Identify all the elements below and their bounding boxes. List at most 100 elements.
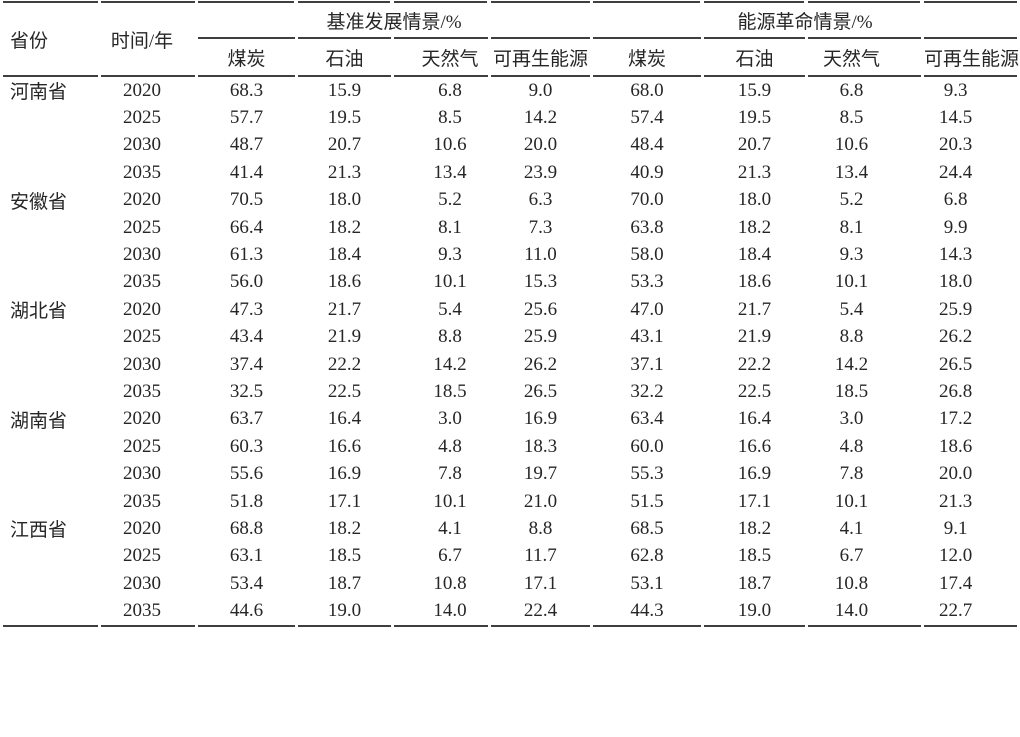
- header-baseline-oil: 石油: [298, 37, 391, 77]
- province-cell: [3, 159, 98, 186]
- table-row: 2035 56.0 18.6 10.1 15.3 53.3 18.6 10.1 18.0: [3, 269, 1017, 296]
- value-cell: 8.5: [839, 107, 864, 129]
- year-cell: 2035: [123, 161, 161, 183]
- value-cell: 25.6: [523, 298, 558, 320]
- value-cell: 21.9: [737, 326, 772, 348]
- value-cell: 63.4: [630, 408, 664, 430]
- province-cell: [3, 378, 98, 405]
- value-cell: 20.0: [523, 134, 558, 156]
- value-cell: 23.9: [523, 161, 558, 183]
- value-cell: 18.5: [433, 380, 467, 402]
- rule-gap: [920, 0, 924, 5]
- value-cell: 63.8: [630, 216, 664, 238]
- province-cell: 湖南省: [10, 410, 68, 432]
- value-cell: 18.2: [737, 517, 772, 539]
- table-row: 2030 53.4 18.7 10.8 17.1 53.1 18.7 10.8 17.4: [3, 570, 1017, 597]
- value-cell: 6.3: [528, 189, 553, 211]
- value-cell: 10.6: [433, 134, 467, 156]
- value-cell: 26.5: [523, 380, 558, 402]
- value-cell: 14.2: [433, 353, 467, 375]
- value-cell: 18.0: [737, 189, 772, 211]
- value-cell: 13.4: [433, 161, 467, 183]
- value-cell: 5.4: [839, 298, 864, 320]
- value-cell: 68.3: [229, 79, 264, 101]
- value-cell: 8.8: [528, 517, 553, 539]
- value-cell: 16.4: [327, 408, 362, 430]
- table-row: 江西省 2020 68.8 18.2 4.1 8.8 68.5 18.2 4.1 9.1: [3, 515, 1017, 542]
- table-row: 2035 51.8 17.1 10.1 21.0 51.5 17.1 10.1 21.3: [3, 488, 1017, 515]
- year-cell: 2025: [123, 435, 161, 457]
- year-cell: 2035: [123, 490, 161, 512]
- year-cell: 2030: [123, 353, 161, 375]
- value-cell: 20.0: [938, 463, 973, 485]
- value-cell: 68.0: [630, 79, 664, 101]
- value-cell: 5.2: [839, 189, 864, 211]
- value-cell: 19.5: [737, 107, 772, 129]
- year-cell: 2035: [123, 380, 161, 402]
- value-cell: 9.3: [438, 244, 462, 266]
- value-cell: 8.8: [839, 326, 864, 348]
- value-cell: 47.0: [630, 298, 664, 320]
- value-cell: 17.1: [327, 490, 362, 512]
- value-cell: 16.9: [523, 408, 558, 430]
- value-cell: 70.0: [630, 189, 664, 211]
- value-cell: 16.6: [737, 435, 772, 457]
- value-cell: 63.7: [229, 408, 264, 430]
- table-row: 安徽省 2020 70.5 18.0 5.2 6.3 70.0 18.0 5.2 6.8: [3, 187, 1017, 214]
- value-cell: 25.9: [938, 298, 973, 320]
- value-cell: 4.1: [438, 517, 462, 539]
- value-cell: 14.0: [394, 597, 488, 627]
- table-row: 2025 43.4 21.9 8.8 25.9 43.1 21.9 8.8 26.2: [3, 324, 1017, 351]
- value-cell: 9.1: [943, 517, 968, 539]
- year-cell: 2020: [123, 408, 161, 430]
- value-cell: 70.5: [229, 189, 264, 211]
- table-row: 2035 32.5 22.5 18.5 26.5 32.2 22.5 18.5 26.8: [3, 378, 1017, 405]
- year-cell: 2020: [123, 298, 161, 320]
- value-cell: 57.7: [229, 107, 264, 129]
- value-cell: 10.1: [433, 490, 467, 512]
- year-cell: 2030: [123, 134, 161, 156]
- table-row: 2030 48.7 20.7 10.6 20.0 48.4 20.7 10.6 20.3: [3, 132, 1017, 159]
- value-cell: 53.4: [229, 572, 264, 594]
- value-cell: 41.4: [229, 161, 264, 183]
- value-cell: 14.2: [523, 107, 558, 129]
- value-cell: 10.8: [433, 572, 467, 594]
- value-cell: 17.4: [938, 572, 973, 594]
- province-cell: [3, 543, 98, 570]
- value-cell: 48.7: [229, 134, 264, 156]
- value-cell: 17.1: [737, 490, 772, 512]
- value-cell: 55.3: [630, 463, 664, 485]
- province-cell: [3, 597, 98, 627]
- value-cell: 8.1: [438, 216, 462, 238]
- table-row: 2025 60.3 16.6 4.8 18.3 60.0 16.6 4.8 18.6: [3, 433, 1017, 460]
- province-cell: [3, 570, 98, 597]
- header-baseline-renewable: 可再生能源: [491, 37, 591, 77]
- header-baseline-scenario-group: 基准发展情景/%: [198, 1, 591, 37]
- header-baseline-gas: 天然气: [394, 37, 488, 77]
- value-cell: 21.3: [938, 490, 973, 512]
- value-cell: 22.2: [327, 353, 362, 375]
- value-cell: 16.9: [327, 463, 362, 485]
- value-cell: 9.9: [943, 216, 968, 238]
- value-cell: 24.4: [938, 161, 973, 183]
- year-cell: 2025: [123, 107, 161, 129]
- value-cell: 57.4: [630, 107, 664, 129]
- value-cell: 15.9: [737, 79, 772, 101]
- province-cell: [3, 351, 98, 378]
- value-cell: 37.4: [229, 353, 264, 375]
- value-cell: 16.9: [737, 463, 772, 485]
- value-cell: 18.2: [327, 216, 362, 238]
- value-cell: 18.0: [327, 189, 362, 211]
- value-cell: 17.1: [523, 572, 558, 594]
- header-revolution-gas: 天然气: [808, 37, 922, 77]
- rule-gap: [294, 0, 298, 5]
- value-cell: 14.0: [808, 597, 922, 627]
- value-cell: 20.3: [938, 134, 973, 156]
- value-cell: 18.3: [523, 435, 558, 457]
- header-baseline-coal: 煤炭: [198, 37, 295, 77]
- province-cell: 河南省: [10, 82, 68, 104]
- table-row: 2025 63.1 18.5 6.7 11.7 62.8 18.5 6.7 12.0: [3, 543, 1017, 570]
- value-cell: 18.6: [737, 271, 772, 293]
- header-revolution-renewable: 可再生能源: [924, 37, 1019, 77]
